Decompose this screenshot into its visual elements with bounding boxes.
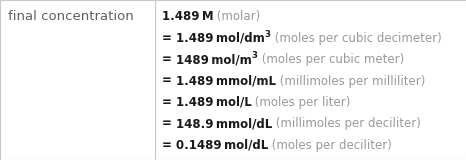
Text: 1.489 mmol/mL: 1.489 mmol/mL <box>176 75 276 88</box>
Text: 1489 mol/m: 1489 mol/m <box>176 53 252 66</box>
Text: (molar): (molar) <box>213 10 260 23</box>
Text: 148.9 mmol/dL: 148.9 mmol/dL <box>176 117 272 130</box>
Text: 1.489 M: 1.489 M <box>162 10 213 23</box>
Text: (millimoles per deciliter): (millimoles per deciliter) <box>272 117 421 130</box>
Text: final concentration: final concentration <box>8 10 134 23</box>
Text: =: = <box>162 96 176 109</box>
Text: (moles per cubic decimeter): (moles per cubic decimeter) <box>271 32 442 45</box>
Text: =: = <box>162 139 176 152</box>
Text: (moles per cubic meter): (moles per cubic meter) <box>258 53 404 66</box>
Text: =: = <box>162 117 176 130</box>
Text: =: = <box>162 32 176 45</box>
Text: 0.1489 mol/dL: 0.1489 mol/dL <box>176 139 268 152</box>
Text: (moles per deciliter): (moles per deciliter) <box>268 139 392 152</box>
Text: 3: 3 <box>265 30 270 39</box>
Text: 3: 3 <box>252 51 257 60</box>
Text: =: = <box>162 53 176 66</box>
Text: 1.489 mol/dm: 1.489 mol/dm <box>176 32 265 45</box>
Text: 1.489 mol/L: 1.489 mol/L <box>176 96 252 109</box>
Text: (millimoles per milliliter): (millimoles per milliliter) <box>276 75 425 88</box>
Text: =: = <box>162 75 176 88</box>
Text: (moles per liter): (moles per liter) <box>252 96 351 109</box>
